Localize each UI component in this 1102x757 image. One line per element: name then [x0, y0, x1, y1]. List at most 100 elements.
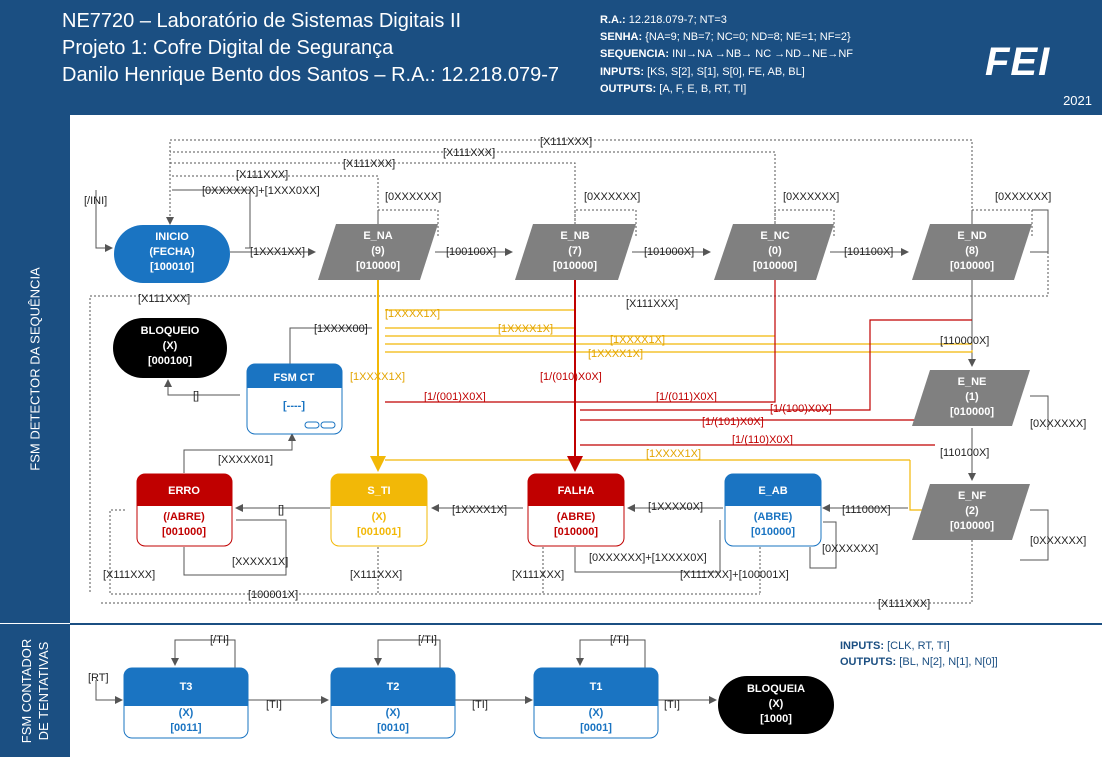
svg-text:[TI]: [TI]: [664, 699, 680, 711]
svg-text:[X111XXX]: [X111XXX]: [236, 169, 288, 181]
svg-text:[XXXXX01]: [XXXXX01]: [218, 454, 273, 466]
svg-text:(1): (1): [965, 391, 979, 403]
svg-text:[010000]: [010000]: [950, 260, 994, 272]
svg-text:[TI]: [TI]: [266, 699, 282, 711]
svg-text:[0XXXXXX]: [0XXXXXX]: [995, 191, 1051, 203]
svg-text:[1XXXX1X]: [1XXXX1X]: [350, 371, 405, 383]
svg-text:[0XXXXXX]: [0XXXXXX]: [822, 543, 878, 555]
svg-text:BLOQUEIO: BLOQUEIO: [141, 325, 200, 337]
svg-text:(7): (7): [568, 245, 582, 257]
svg-text:[1/(001)X0X]: [1/(001)X0X]: [424, 391, 486, 403]
outputs-info: OUTPUTS: [A, F, E, B, RT, TI]: [600, 83, 747, 95]
senha-info: SENHA: {NA=9; NB=7; NC=0; ND=8; NE=1; NF…: [600, 31, 851, 43]
svg-text:[X111XXX]: [X111XXX]: [103, 569, 155, 581]
svg-text:[]: []: [278, 504, 284, 516]
svg-text:[X111XXX]: [X111XXX]: [443, 147, 495, 159]
svg-text:[1XXXX1X]: [1XXXX1X]: [588, 348, 643, 360]
state-e-nc[interactable]: E_NC (0) [010000]: [714, 224, 834, 280]
counter-outputs: OUTPUTS: [BL, N[2], N[1], N[0]]: [840, 656, 998, 668]
transition-lines-orange: [370, 280, 973, 511]
svg-text:S_TI: S_TI: [367, 485, 390, 497]
svg-text:E_NA: E_NA: [363, 230, 392, 242]
svg-text:[1XXXX00]: [1XXXX00]: [314, 323, 368, 335]
svg-text:[101000X]: [101000X]: [644, 246, 694, 258]
state-t1[interactable]: T1 (X) [0001]: [533, 667, 659, 739]
svg-text:(ABRE): (ABRE): [754, 511, 793, 523]
svg-text:[1XXXX1X]: [1XXXX1X]: [610, 334, 665, 346]
svg-text:(X): (X): [589, 707, 604, 719]
svg-text:E_NF: E_NF: [958, 490, 986, 502]
svg-text:[1/(011)X0X]: [1/(011)X0X]: [656, 391, 717, 403]
svg-text:[010000]: [010000]: [950, 520, 994, 532]
svg-text:[X111XXX]: [X111XXX]: [512, 569, 564, 581]
svg-text:[X111XXX]: [X111XXX]: [540, 136, 592, 148]
svg-text:[010000]: [010000]: [950, 406, 994, 418]
transition-lines-red: [385, 280, 972, 472]
detector-section-label: FSM DETECTOR DA SEQUÊNCIA: [0, 115, 70, 623]
svg-text:[1XXXX1X]: [1XXXX1X]: [385, 308, 440, 320]
svg-text:(X): (X): [769, 698, 784, 710]
fei-logo: FEI: [985, 40, 1051, 84]
svg-text:[100010]: [100010]: [150, 261, 194, 273]
state-bloqueio[interactable]: BLOQUEIO (X) [000100]: [113, 318, 227, 378]
svg-text:[1000]: [1000]: [760, 713, 792, 725]
svg-text:[TI]: [TI]: [472, 699, 488, 711]
svg-text:INICIO: INICIO: [155, 231, 189, 243]
transition-lines-gray: [89, 139, 1049, 604]
svg-text:(FECHA): (FECHA): [149, 246, 195, 258]
svg-text:(8): (8): [965, 245, 979, 257]
svg-text:[010000]: [010000]: [356, 260, 400, 272]
svg-text:E_AB: E_AB: [758, 485, 787, 497]
state-s-ti[interactable]: S_TI (X) [001001]: [330, 473, 428, 547]
svg-text:[100001X]: [100001X]: [248, 589, 298, 601]
svg-text:[/TI]: [/TI]: [418, 634, 437, 646]
svg-text:[]: []: [193, 390, 199, 402]
svg-text:[0XXXXXX]+[1XXXX0X]: [0XXXXXX]+[1XXXX0X]: [589, 552, 707, 564]
svg-text:(X): (X): [179, 707, 194, 719]
svg-text:[010000]: [010000]: [751, 526, 795, 538]
svg-text:[X111XXX]: [X111XXX]: [138, 293, 190, 305]
svg-text:[0001]: [0001]: [580, 722, 612, 734]
state-e-ab[interactable]: E_AB (ABRE) [010000]: [724, 473, 822, 547]
inputs-info: INPUTS: [KS, S[2], S[1], S[0], FE, AB, B…: [600, 66, 805, 78]
svg-text:[110100X]: [110100X]: [940, 447, 989, 459]
course-title: NE7720 – Laboratório de Sistemas Digitai…: [62, 10, 462, 32]
svg-text:FALHA: FALHA: [558, 485, 595, 497]
svg-text:[RT]: [RT]: [88, 672, 109, 684]
svg-text:[1/(100)X0X]: [1/(100)X0X]: [770, 403, 832, 415]
state-t3[interactable]: T3 (X) [0011]: [123, 667, 249, 739]
svg-text:(X): (X): [386, 707, 401, 719]
svg-text:[0XXXXXX]: [0XXXXXX]: [1030, 418, 1086, 430]
state-t2[interactable]: T2 (X) [0010]: [330, 667, 456, 739]
project-title: Projeto 1: Cofre Digital de Segurança: [62, 37, 394, 59]
state-bloqueia[interactable]: BLOQUEIA (X) [1000]: [718, 676, 834, 734]
svg-text:E_NB: E_NB: [560, 230, 589, 242]
svg-text:[X111XXX]: [X111XXX]: [343, 158, 395, 170]
svg-text:[010000]: [010000]: [554, 526, 598, 538]
svg-text:[0XXXXXX]+[1XXX0XX]: [0XXXXXX]+[1XXX0XX]: [202, 185, 320, 197]
svg-text:[1XXXX0X]: [1XXXX0X]: [648, 501, 703, 513]
svg-text:[/INI]: [/INI]: [84, 195, 107, 207]
svg-text:E_NC: E_NC: [760, 230, 789, 242]
svg-text:[1XXXX1X]: [1XXXX1X]: [452, 504, 507, 516]
state-e-ne[interactable]: E_NE (1) [010000]: [912, 370, 1030, 426]
state-e-na[interactable]: E_NA (9) [010000]: [318, 224, 438, 280]
state-e-nb[interactable]: E_NB (7) [010000]: [515, 224, 636, 280]
svg-text:T3: T3: [180, 681, 193, 693]
svg-text:[1XXXX1X]: [1XXXX1X]: [646, 448, 701, 460]
state-inicio[interactable]: INICIO (FECHA) [100010]: [114, 225, 230, 283]
block-fsm-ct[interactable]: FSM CT [----]: [246, 363, 343, 435]
svg-text:(2): (2): [965, 505, 979, 517]
state-e-nf[interactable]: E_NF (2) [010000]: [912, 484, 1030, 540]
svg-text:ERRO: ERRO: [168, 485, 200, 497]
svg-text:[1XXXX1X]: [1XXXX1X]: [498, 323, 553, 335]
svg-text:FSM CT: FSM CT: [274, 372, 315, 384]
svg-text:BLOQUEIA: BLOQUEIA: [747, 683, 805, 695]
state-erro[interactable]: ERRO (/ABRE) [001000]: [136, 473, 233, 547]
svg-text:[001000]: [001000]: [162, 526, 206, 538]
svg-text:[0011]: [0011]: [170, 722, 202, 734]
state-falha[interactable]: FALHA (ABRE) [010000]: [527, 473, 625, 547]
counter-section-label: FSM CONTADOR DE TENTATIVAS: [0, 624, 70, 757]
svg-text:[----]: [----]: [283, 400, 305, 412]
state-e-nd[interactable]: E_ND (8) [010000]: [912, 224, 1032, 280]
